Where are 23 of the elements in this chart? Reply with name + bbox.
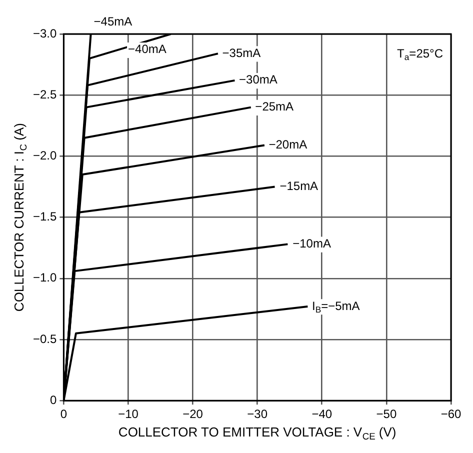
y-tick-label: −0.5 [32,332,57,346]
y-axis-title: COLLECTOR CURRENT : IC (A) [12,123,28,312]
y-tick-label: −1.0 [32,270,57,285]
annotation: −25mA [255,100,294,114]
annotation: −20mA [268,138,308,152]
annotation: −10mA [292,236,331,250]
annotation: −40mA [128,42,166,56]
x-tick-label: 0 [60,407,68,422]
annotation: −15mA [280,179,318,194]
y-tick-label: −2.0 [32,148,57,163]
annotation: −35mA [222,46,261,60]
x-tick-label: −10 [118,407,139,422]
x-tick-label: −30 [247,407,268,422]
annotation: −45mA [94,14,132,28]
x-tick-label: −40 [312,407,332,422]
x-tick-label: −20 [182,407,204,422]
y-tick-label: 0 [50,392,57,407]
annotation: −30mA [239,72,278,87]
y-tick-label: −1.5 [32,210,57,224]
x-tick-label: −50 [376,407,397,422]
y-tick-label: −3.0 [32,26,57,40]
x-tick-label: −60 [440,407,462,422]
y-tick-label: −2.5 [32,87,57,102]
